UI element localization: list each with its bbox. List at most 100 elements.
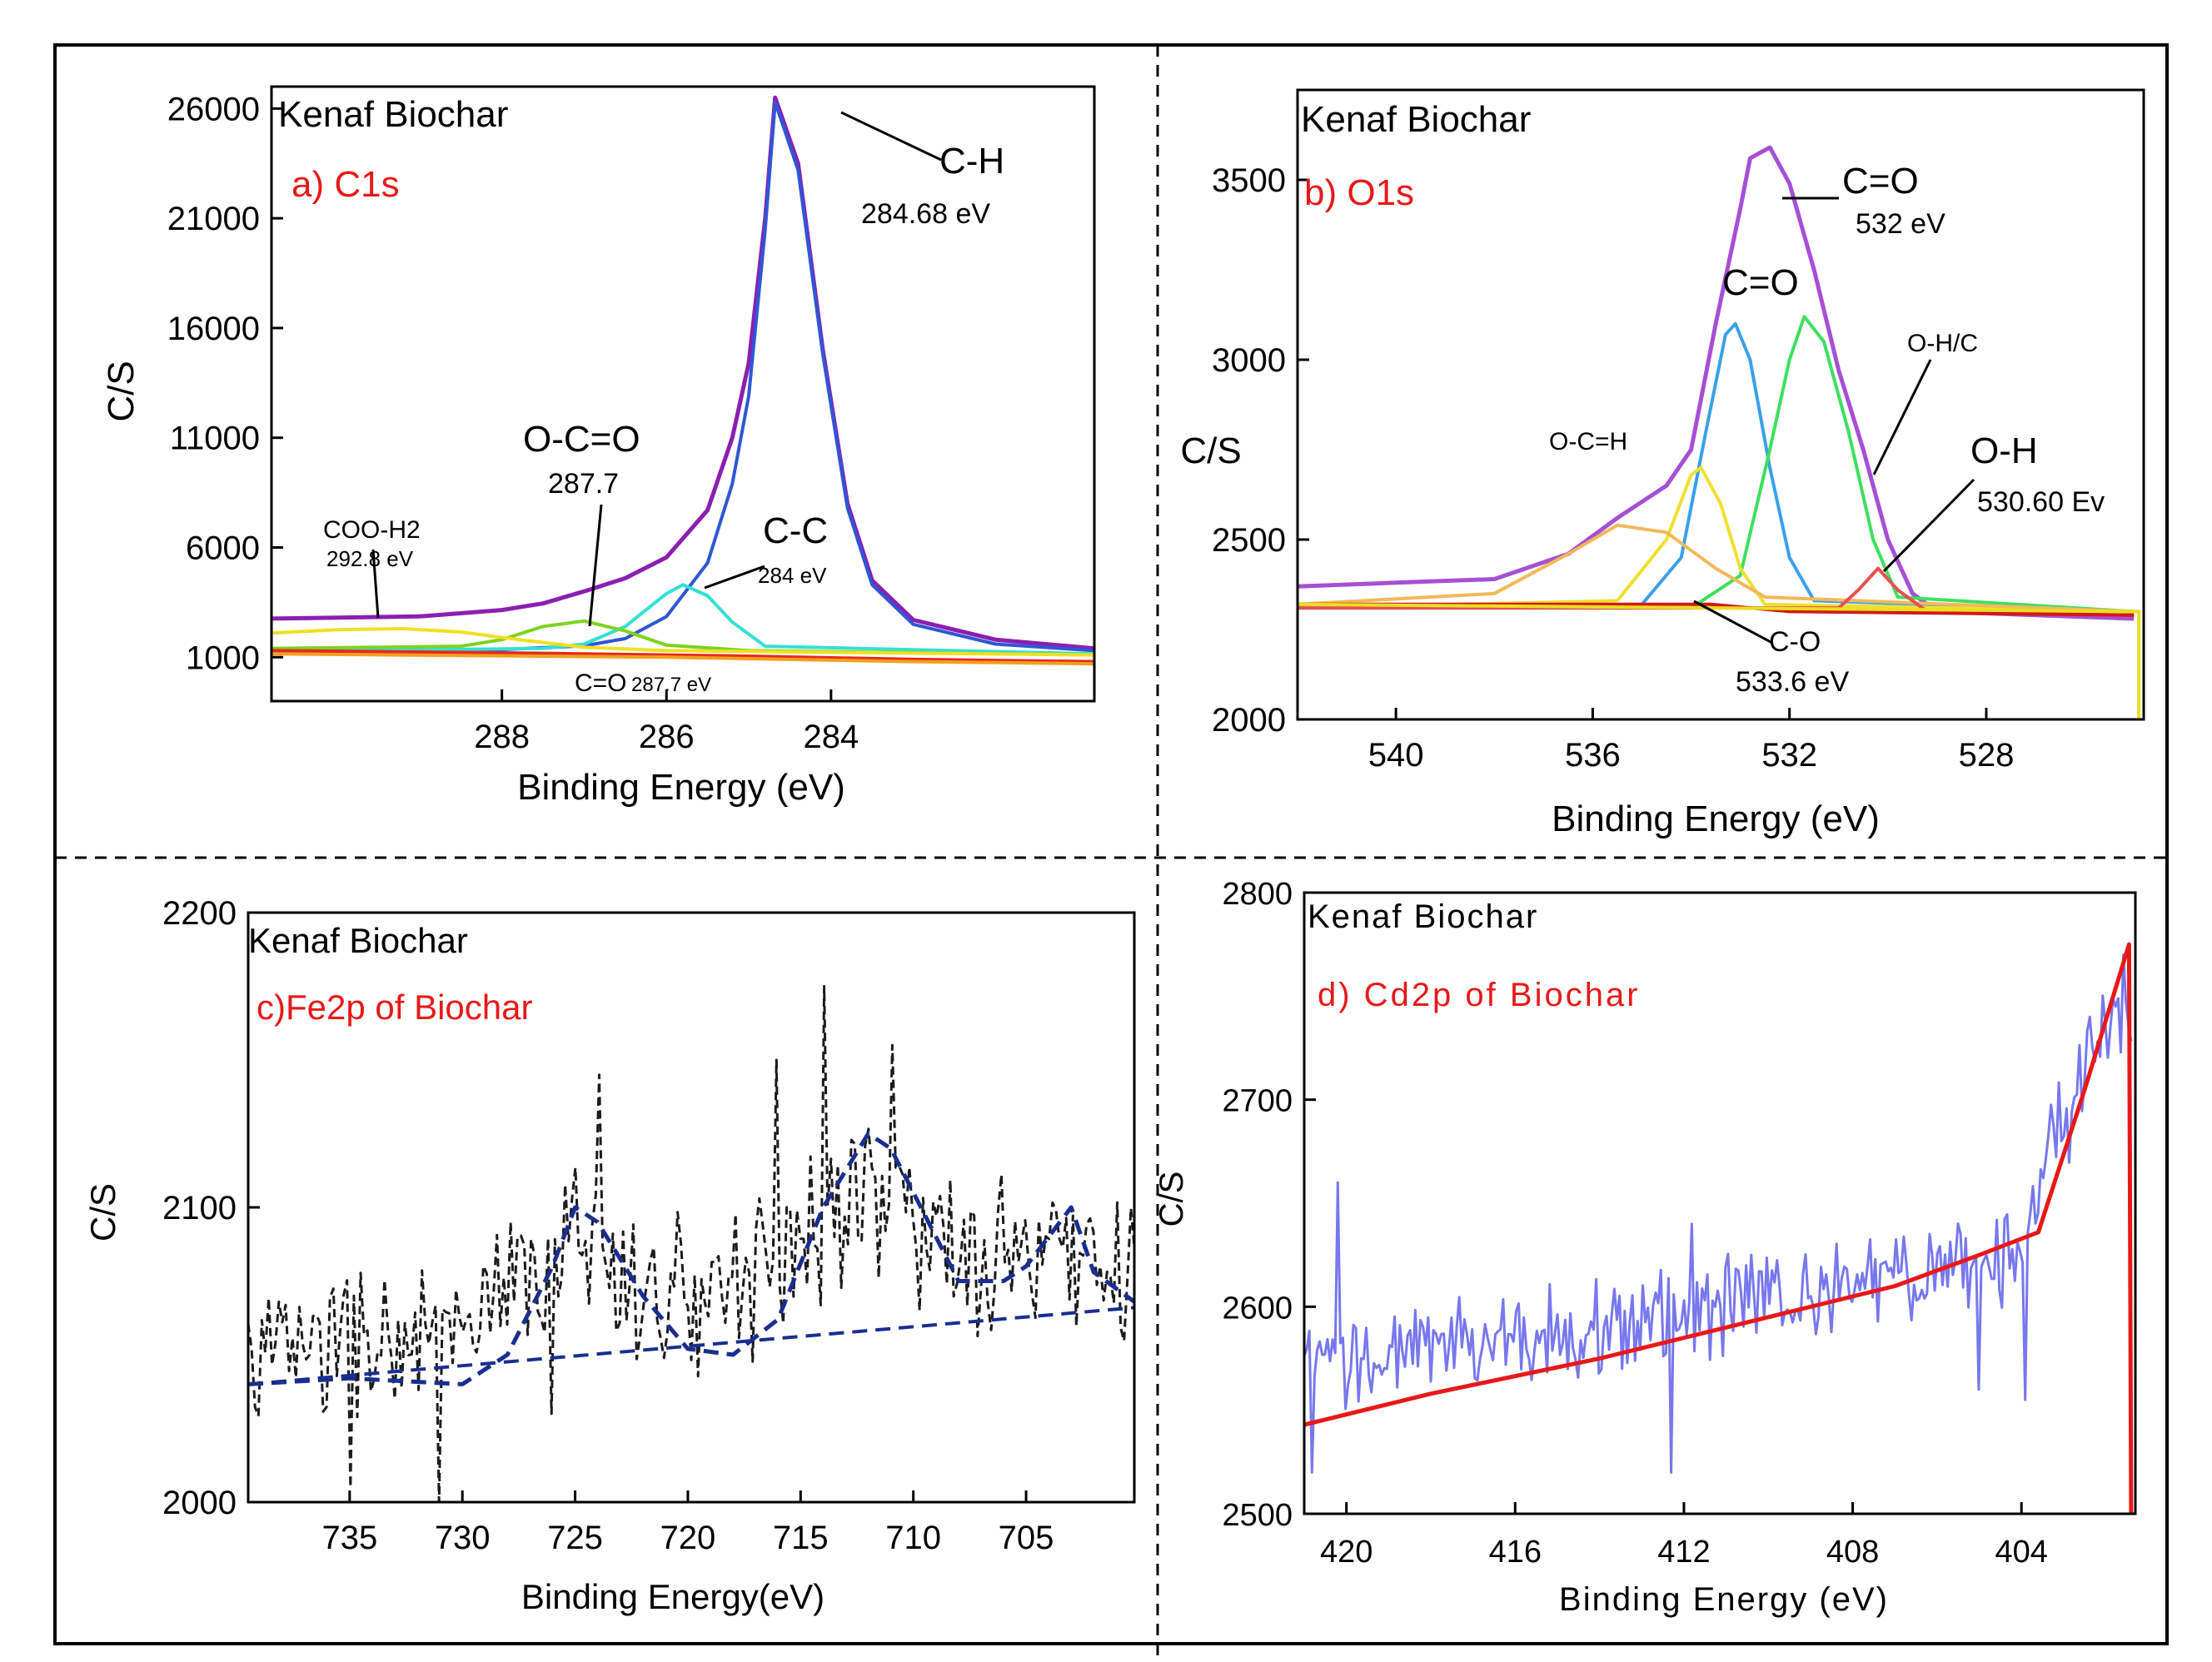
cd2p-x-tick-label: 420 bbox=[1320, 1535, 1373, 1570]
o1s-ticks: 540 536 532 528 2000 2500 3000 3500 bbox=[1212, 162, 2014, 774]
fe2p-y-tick-label: 2000 bbox=[162, 1485, 237, 1521]
panel-c1s: 288 286 284 1000 6000 11000 16000 21000 26000 Ke… bbox=[101, 85, 1096, 808]
c1s-plot-area bbox=[272, 95, 1094, 666]
c1s-annotation-ococ: O-C=O bbox=[523, 419, 640, 460]
fe2p-x-tick-label: 725 bbox=[547, 1520, 603, 1556]
c1s-x-tick-label: 286 bbox=[639, 719, 695, 755]
cd2p-x-tick-label: 416 bbox=[1489, 1535, 1542, 1570]
c1s-annotation-arrow-ch bbox=[840, 111, 942, 162]
c1s-x-tick-label: 288 bbox=[474, 719, 530, 755]
c1s-annotation-arrow-cooh bbox=[371, 549, 380, 619]
o1s-annotation-co-main-value: 532 eV bbox=[1856, 208, 1945, 240]
cd2p-panel-subtitle: d) Cd2p of Biochar bbox=[1318, 977, 1641, 1013]
fe2p-plot-area bbox=[248, 985, 1134, 1502]
c1s-annotation-co-value: 287.7 eV bbox=[631, 674, 711, 696]
fe2p-y-tick-label: 2200 bbox=[162, 895, 237, 932]
c1s-annotation-co: C=O bbox=[575, 669, 627, 697]
fe2p-y-axis-label: C/S bbox=[83, 1183, 122, 1242]
panel-fe2p: 735 730 725 720 715 710 705 2000 2100 2200 Kenaf … bbox=[83, 895, 1136, 1616]
c1s-y-tick-label: 16000 bbox=[167, 311, 260, 347]
c1s-series-coo-h2-4 bbox=[272, 627, 1094, 657]
fe2p-x-axis-label: Binding Energy(eV) bbox=[521, 1577, 825, 1616]
o1s-panel-title: Kenaf Biochar bbox=[1301, 99, 1531, 140]
c1s-panel-title: Kenaf Biochar bbox=[278, 94, 508, 135]
panel-cd2p: 420 416 412 408 404 2500 2600 2700 2800 Kenaf Bi… bbox=[1153, 877, 2137, 1618]
o1s-annotation-arrow-ohc bbox=[1872, 359, 1932, 475]
c1s-annotation-arrow-ococ bbox=[588, 504, 603, 627]
fe2p-x-tick-label: 720 bbox=[660, 1520, 716, 1556]
c1s-series-baseline-5 bbox=[272, 649, 1094, 664]
cd2p-x-tick-label: 404 bbox=[1995, 1535, 2048, 1570]
o1s-y-axis-label: C/S bbox=[1180, 430, 1241, 471]
fe2p-panel-title: Kenaf Biochar bbox=[248, 921, 468, 960]
c1s-panel-subtitle: a) C1s bbox=[291, 164, 400, 205]
c1s-ticks: 288 286 284 1000 6000 11000 16000 21000 26000 bbox=[167, 91, 859, 755]
cd2p-axes-frame bbox=[1303, 891, 2137, 1515]
fe2p-panel-subtitle: c)Fe2p of Biochar bbox=[257, 988, 533, 1027]
fe2p-x-tick-label: 730 bbox=[435, 1520, 491, 1556]
fe2p-x-tick-label: 710 bbox=[885, 1520, 941, 1556]
o1s-annotation-co-second: C=O bbox=[1722, 262, 1799, 303]
cd2p-y-axis-label: C/S bbox=[1153, 1172, 1190, 1227]
c1s-annotation-ch: C-H bbox=[939, 141, 1004, 182]
o1s-x-tick-label: 528 bbox=[1959, 737, 2015, 774]
c1s-y-tick-label: 21000 bbox=[167, 201, 260, 237]
panel-o1s: 540 536 532 528 2000 2500 3000 3500 Kenaf Bioch… bbox=[1180, 88, 2145, 839]
o1s-series-c-o-2 bbox=[1298, 315, 2135, 614]
cd2p-x-tick-label: 412 bbox=[1657, 1535, 1710, 1570]
o1s-y-tick-label: 2000 bbox=[1212, 702, 1286, 739]
fe2p-series-baseline-2 bbox=[248, 1306, 1134, 1386]
fe2p-ticks: 735 730 725 720 715 710 705 2000 2100 2200 bbox=[162, 895, 1054, 1556]
cd2p-panel-title: Kenaf Biochar bbox=[1308, 898, 1538, 935]
o1s-annotation-c-o-value: 533.6 eV bbox=[1736, 666, 1849, 698]
c1s-y-axis-label: C/S bbox=[101, 361, 142, 421]
o1s-y-tick-label: 3000 bbox=[1212, 342, 1286, 379]
o1s-annotation-och: O-C=H bbox=[1549, 428, 1627, 455]
c1s-series-o-c-o-3 bbox=[272, 619, 1094, 657]
cd2p-ticks: 420 416 412 408 404 2500 2600 2700 2800 bbox=[1222, 877, 2047, 1570]
c1s-series-c-h-1 bbox=[272, 100, 1094, 653]
cd2p-x-tick-label: 408 bbox=[1826, 1535, 1879, 1570]
cd2p-series-noisy-0 bbox=[1304, 953, 2133, 1474]
o1s-annotation-arrow-oh bbox=[1882, 478, 1975, 573]
c1s-y-tick-label: 11000 bbox=[170, 420, 260, 457]
cd2p-y-tick-label: 2500 bbox=[1222, 1498, 1293, 1533]
fe2p-series-noisy-0 bbox=[248, 985, 1134, 1502]
c1s-x-tick-label: 284 bbox=[803, 719, 859, 755]
o1s-x-tick-label: 532 bbox=[1761, 737, 1817, 774]
cd2p-plot-area bbox=[1304, 942, 2134, 1514]
o1s-y-tick-label: 2500 bbox=[1212, 522, 1286, 559]
o1s-series-baseline-7 bbox=[1298, 602, 2141, 719]
fe2p-x-tick-label: 735 bbox=[321, 1520, 377, 1556]
cd2p-series-envelope-1 bbox=[1304, 942, 2134, 1514]
o1s-plot-area bbox=[1298, 145, 2141, 719]
o1s-x-tick-label: 540 bbox=[1368, 737, 1424, 774]
cd2p-y-tick-label: 2600 bbox=[1222, 1291, 1293, 1326]
c1s-axes-frame bbox=[270, 85, 1096, 703]
o1s-panel-subtitle: b) O1s bbox=[1304, 172, 1414, 213]
c1s-series-baseline-6 bbox=[272, 652, 1094, 666]
c1s-annotation-cooh: COO-H2 bbox=[323, 516, 421, 544]
figure-frame bbox=[53, 43, 2169, 1645]
fe2p-x-tick-label: 715 bbox=[773, 1520, 829, 1556]
fe2p-x-tick-label: 705 bbox=[999, 1520, 1054, 1556]
o1s-annotation-oh: O-H bbox=[1970, 430, 2038, 471]
o1s-x-axis-label: Binding Energy (eV) bbox=[1552, 799, 1880, 839]
c1s-annotation-ch-value: 284.68 eV bbox=[861, 198, 990, 230]
fe2p-y-tick-label: 2100 bbox=[162, 1190, 237, 1227]
cd2p-x-axis-label: Binding Energy (eV) bbox=[1559, 1581, 1889, 1618]
c1s-y-tick-label: 26000 bbox=[167, 91, 260, 127]
c1s-y-tick-label: 6000 bbox=[186, 530, 260, 567]
o1s-y-tick-label: 3500 bbox=[1212, 162, 1286, 199]
o1s-series-c-o-1 bbox=[1298, 321, 2135, 614]
c1s-annotation-cc-value: 284 eV bbox=[758, 563, 827, 588]
c1s-annotation-arrow-cc bbox=[704, 565, 765, 590]
o1s-annotation-c-o: C-O bbox=[1769, 626, 1821, 658]
c1s-y-tick-label: 1000 bbox=[186, 639, 260, 676]
c1s-annotation-cc: C-C bbox=[763, 510, 828, 551]
o1s-x-tick-label: 536 bbox=[1565, 737, 1621, 774]
o1s-series-c-o-4 bbox=[1298, 523, 2135, 614]
o1s-annotation-arrow-c-o bbox=[1693, 600, 1773, 644]
o1s-annotation-ohc: O-H/C bbox=[1907, 330, 1978, 357]
